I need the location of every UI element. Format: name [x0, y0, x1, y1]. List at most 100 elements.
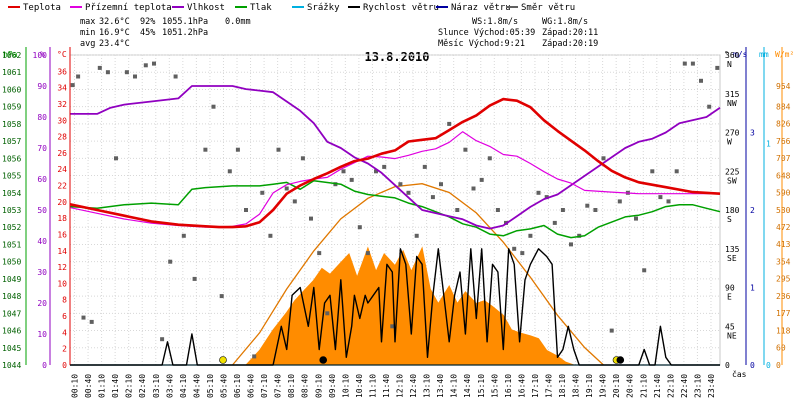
wind-direction-point: [133, 74, 137, 79]
series-line-teplota: [69, 97, 721, 229]
wind-direction-point: [300, 156, 305, 161]
tick-label-x: 01:40: [111, 374, 120, 398]
tick-label-hpa: 1053: [2, 206, 21, 215]
tick-label-wm2: 954: [776, 82, 791, 91]
tick-label-x: 16:40: [517, 374, 526, 398]
tick-label-degc: 34: [57, 84, 67, 93]
wind-direction-point: [284, 186, 289, 191]
wind-direction-point: [341, 169, 346, 174]
tick-label-degc: 0: [62, 361, 67, 370]
wind-direction-point: [439, 182, 443, 187]
tick-label-degc: 8: [62, 296, 67, 305]
tick-label-pct: 50: [37, 206, 47, 215]
tick-label-x: 17:10: [531, 374, 540, 398]
tick-label-deg: 0: [725, 361, 730, 370]
legend-label-smer: Směr větru: [521, 3, 575, 13]
tick-label-degc: 36: [57, 67, 67, 76]
tick-label-x: 04:40: [192, 374, 201, 398]
tick-label-x: 12:10: [396, 374, 405, 398]
legend-label-srazky: Srážky: [307, 3, 340, 13]
unit-degc: °C: [57, 50, 67, 59]
marker-moonset: [616, 356, 625, 364]
tick-label-wm2: 60: [776, 343, 786, 352]
unit-wm2: W/m²: [775, 50, 794, 59]
tick-label-wm2: 413: [776, 240, 791, 249]
tick-label-x: 14:40: [463, 374, 472, 398]
tick-label-x: 21:40: [653, 374, 662, 398]
wind-direction-point: [309, 216, 313, 221]
wind-direction-point: [487, 156, 492, 161]
wind-direction-point: [124, 70, 129, 75]
wind-direction-point: [609, 328, 614, 333]
tick-label-hpa: 1056: [2, 154, 21, 163]
tick-label-pct: 10: [37, 330, 47, 339]
wind-direction-point: [317, 251, 322, 256]
wind-direction-point: [495, 208, 500, 212]
tick-label-x: 22:10: [666, 374, 675, 398]
wind-direction-point: [715, 65, 720, 70]
wind-direction-point: [211, 104, 216, 109]
tick-label-x: 08:40: [301, 374, 310, 398]
wind-direction-point: [406, 190, 411, 195]
tick-label-x: 06:10: [233, 374, 242, 398]
tick-label-ms: 2: [750, 206, 755, 215]
tick-label-x: 15:10: [477, 374, 486, 398]
tick-label-hpa: 1057: [2, 137, 21, 146]
tick-label-x: 04:10: [179, 374, 188, 398]
info-sun-set: Západ:20:11: [542, 28, 598, 38]
tick-label-x: 02:10: [125, 374, 134, 398]
wind-direction-point: [227, 169, 232, 174]
tick-label-x: 08:10: [287, 374, 296, 398]
tick-label-degc: 6: [62, 312, 67, 321]
wind-direction-point: [601, 156, 606, 161]
tick-label-x: 03:40: [165, 374, 174, 398]
unit-hpa: hPa: [3, 50, 18, 59]
tick-label-wm2: 884: [776, 102, 791, 111]
tick-label-wm2: 295: [776, 275, 791, 284]
tick-label-x: 19:40: [599, 374, 608, 398]
tick-label-hpa: 1054: [2, 189, 21, 198]
tick-label-hpa: 1045: [2, 344, 21, 353]
unit-mm: mm: [759, 50, 769, 59]
wind-direction-point: [268, 233, 273, 238]
tick-label-x: 13:40: [436, 374, 445, 398]
tick-label-wm2: 236: [776, 292, 791, 301]
tick-label-degc: 16: [57, 230, 67, 239]
wind-direction-point: [219, 294, 224, 299]
wind-direction-point: [528, 233, 533, 238]
tick-label-deg-dir: N: [727, 60, 732, 69]
wind-direction-point: [89, 319, 94, 324]
tick-label-degc: 32: [57, 100, 67, 109]
stat-hum: 92%: [140, 17, 155, 27]
stat-hum: 45%: [140, 28, 155, 38]
tick-label-x: 19:10: [585, 374, 594, 398]
tick-label-x: 10:10: [341, 374, 350, 398]
sun-moon-markers: [219, 356, 625, 364]
tick-label-x: 00:10: [71, 374, 80, 398]
wind-direction-point: [414, 233, 419, 238]
tick-label-x: 20:10: [612, 374, 621, 398]
tick-label-x: 01:10: [98, 374, 107, 398]
wind-direction-point: [382, 164, 387, 169]
tick-label-deg-dir: S: [727, 215, 732, 224]
tick-label-wm2: 707: [776, 154, 791, 163]
stat-temp: 16.9°C: [99, 28, 130, 38]
wind-direction-points: [70, 61, 720, 359]
tick-label-x: 23:10: [693, 374, 702, 398]
tick-label-deg-dir: SW: [727, 176, 737, 185]
stat-label: min: [80, 28, 95, 38]
tick-label-pct: 20: [37, 299, 47, 308]
wind-direction-point: [168, 259, 173, 264]
tick-label-mm: 0: [766, 361, 771, 370]
stat-press: 1055.1hPa: [162, 17, 208, 27]
marker-sunrise: [219, 356, 227, 364]
tick-label-x: 09:10: [314, 374, 323, 398]
wind-direction-point: [593, 208, 598, 212]
radiation-area: [244, 246, 574, 366]
tick-label-x: 12:40: [409, 374, 418, 398]
tick-label-deg: 270: [725, 129, 740, 138]
wind-direction-point: [569, 242, 573, 247]
wind-direction-point: [674, 169, 679, 174]
tick-label-deg-dir: NW: [727, 99, 737, 108]
